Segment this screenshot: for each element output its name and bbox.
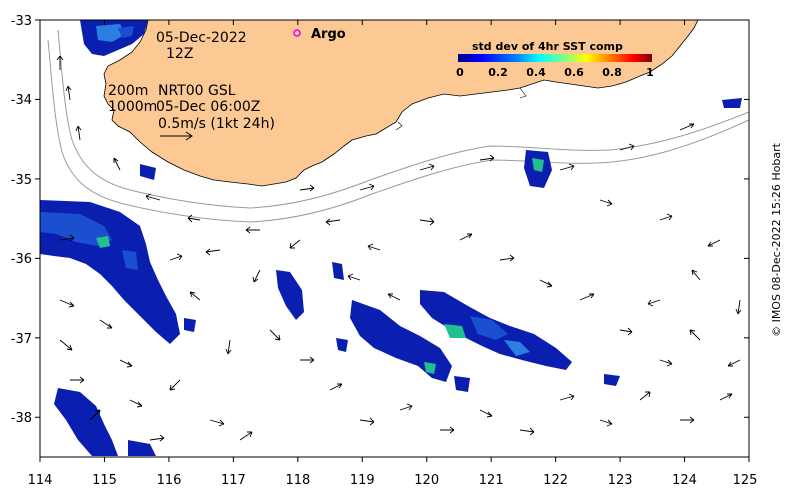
lat-tick-label: -34 bbox=[11, 93, 32, 108]
colorbar-tick: 0.4 bbox=[526, 66, 546, 79]
lon-tick-label: 114 bbox=[28, 473, 53, 488]
contour-200m bbox=[57, 29, 749, 209]
lon-tick-label: 124 bbox=[672, 473, 697, 488]
lon-tick-label: 117 bbox=[221, 473, 246, 488]
contour-label-1000: 1000m bbox=[108, 99, 157, 115]
current-time: 05-Dec 06:00Z bbox=[156, 99, 260, 115]
plot-frame bbox=[39, 19, 750, 458]
lon-tick-label: 123 bbox=[608, 473, 633, 488]
colorbar-tick: 1 bbox=[646, 66, 654, 79]
argo-marker bbox=[293, 29, 301, 37]
lon-tick-label: 119 bbox=[350, 473, 375, 488]
lat-tick-label: -38 bbox=[11, 411, 32, 426]
lon-axis: 114 115 116 117 118 119 120 121 122 123 … bbox=[28, 473, 758, 488]
axis-ticks bbox=[35, 19, 750, 462]
current-source: NRT00 GSL bbox=[158, 83, 236, 99]
time-label: 12Z bbox=[166, 46, 193, 62]
colorbar: std dev of 4hr SST comp 0 0.2 0.4 0.6 0.… bbox=[456, 40, 654, 79]
lat-tick-label: -37 bbox=[11, 332, 32, 347]
lat-tick-label: -35 bbox=[11, 173, 32, 188]
lon-tick-label: 118 bbox=[285, 473, 310, 488]
vector-scale-label: 0.5m/s (1kt 24h) bbox=[158, 116, 275, 132]
lat-tick-label: -33 bbox=[11, 14, 32, 29]
current-vectors bbox=[56, 55, 742, 442]
colorbar-bar bbox=[458, 54, 652, 62]
contour-1000m bbox=[47, 39, 749, 223]
contour-label-200: 200m bbox=[108, 83, 148, 99]
colorbar-title: std dev of 4hr SST comp bbox=[472, 40, 623, 53]
colorbar-tick: 0.6 bbox=[564, 66, 584, 79]
colorbar-tick: 0.8 bbox=[602, 66, 622, 79]
lat-tick-label: -36 bbox=[11, 252, 32, 267]
colorbar-tick: 0.2 bbox=[488, 66, 508, 79]
vector-scale-arrow bbox=[160, 131, 193, 141]
coast-detail bbox=[395, 87, 527, 131]
credit-text: © IMOS 08-Dec-2022 15:26 Hobart bbox=[770, 142, 783, 337]
colorbar-tick: 0 bbox=[456, 66, 464, 79]
lon-tick-label: 121 bbox=[479, 473, 504, 488]
lon-tick-label: 116 bbox=[157, 473, 182, 488]
lat-axis: -33 -34 -35 -36 -37 -38 bbox=[11, 14, 32, 426]
argo-label: Argo bbox=[311, 27, 346, 42]
lon-tick-label: 125 bbox=[733, 473, 758, 488]
lon-tick-label: 122 bbox=[543, 473, 568, 488]
lon-tick-label: 120 bbox=[414, 473, 439, 488]
lon-tick-label: 115 bbox=[92, 473, 117, 488]
sst-stddev-patches bbox=[40, 20, 742, 456]
date-label: 05-Dec-2022 bbox=[156, 30, 247, 46]
